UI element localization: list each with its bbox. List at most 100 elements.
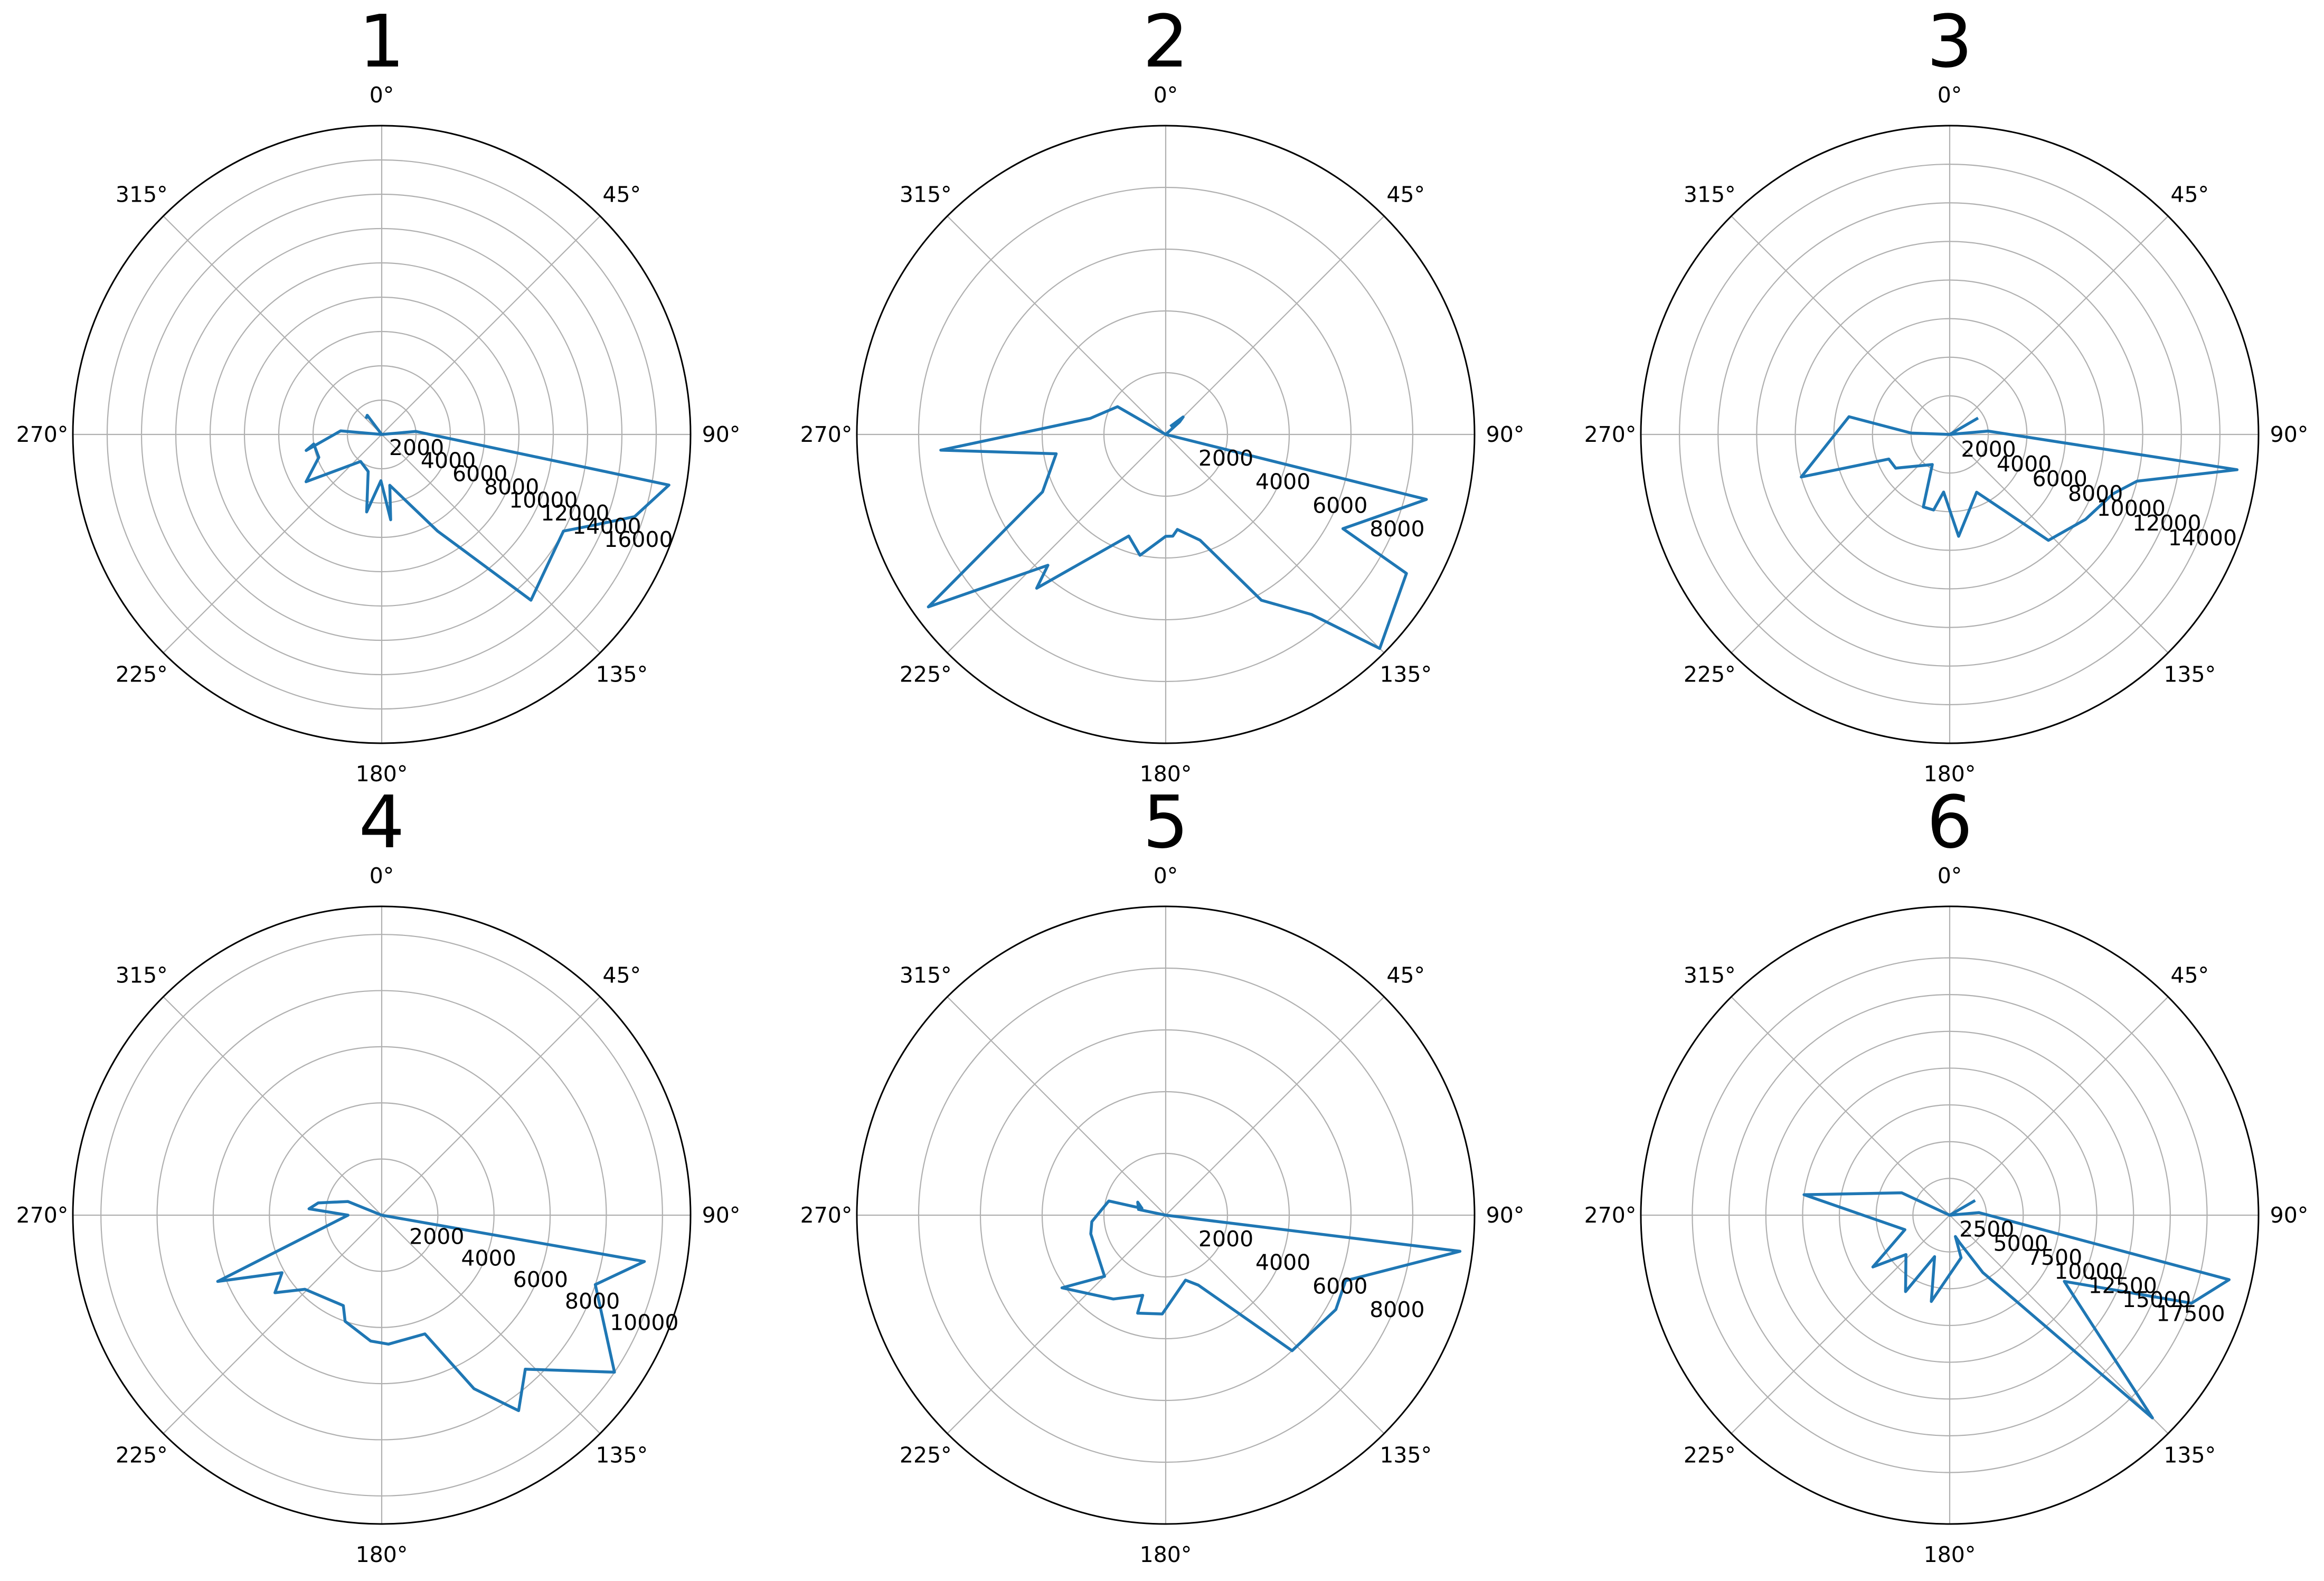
angle-tick-label: 45° (2170, 182, 2209, 207)
angle-tick-label: 0° (1154, 82, 1178, 108)
radial-tick-label: 6000 (2033, 466, 2087, 491)
angular-gridline (1165, 215, 1385, 435)
angular-gridline (1731, 996, 1950, 1216)
chart-title: 1 (358, 0, 404, 84)
angle-tick-label: 315° (1684, 962, 1736, 988)
radial-tick-label: 2000 (389, 435, 444, 460)
angle-tick-label: 0° (1938, 863, 1962, 888)
angle-tick-label: 45° (602, 182, 641, 207)
angular-gridline (1731, 215, 1950, 435)
radial-tick-label: 6000 (1312, 1273, 1367, 1299)
angle-tick-label: 90° (702, 422, 741, 447)
angle-tick-label: 135° (2164, 662, 2216, 687)
chart-title: 3 (1926, 0, 1972, 84)
radial-tick-label: 2000 (1198, 1226, 1253, 1252)
angle-tick-label: 45° (602, 962, 641, 988)
radial-tick-label: 2000 (1961, 437, 2016, 462)
angle-tick-label: 270° (16, 1203, 69, 1228)
angular-gridline (1731, 434, 1950, 654)
radial-tick-label: 10000 (2054, 1259, 2123, 1284)
angle-tick-label: 315° (116, 962, 168, 988)
angular-gridline (163, 1215, 382, 1434)
angular-gridline (1165, 996, 1385, 1216)
angular-gridline (163, 434, 382, 654)
angle-tick-label: 45° (1386, 182, 1425, 207)
angle-tick-label: 0° (370, 863, 394, 888)
radial-tick-label: 4000 (421, 448, 476, 474)
angle-tick-label: 0° (1938, 82, 1962, 108)
radial-tick-label: 12500 (2088, 1273, 2157, 1298)
series-line (304, 413, 670, 602)
angle-tick-label: 225° (900, 662, 952, 687)
radial-tick-label: 4000 (1255, 1250, 1310, 1275)
polar-chart-2: 0° 45° 90° 135° 180° 225° 270° 315° 200040006000… (800, 0, 1525, 787)
angular-gridline (381, 434, 601, 654)
angle-tick-label: 180° (356, 1542, 408, 1567)
polar-frame (72, 905, 692, 1525)
radial-tick-label: 2000 (1198, 446, 1253, 471)
radial-tick-label: 4000 (1997, 451, 2052, 477)
angular-gridline (1949, 1215, 2169, 1434)
radial-tick-label: 5000 (1994, 1230, 2048, 1256)
angular-gridline (381, 996, 601, 1216)
angle-tick-label: 270° (1584, 1203, 1637, 1228)
angle-tick-label: 45° (2170, 962, 2209, 988)
radial-tick-label: 4000 (461, 1245, 516, 1271)
polar-chart-1: 0° 45° 90° 135° 180° 225° 270° 315° 200040006000… (16, 0, 741, 787)
angle-tick-label: 225° (116, 662, 168, 687)
angle-tick-label: 135° (1380, 1443, 1432, 1468)
polar-frame (1640, 125, 2260, 744)
angular-gridline (1165, 434, 1385, 654)
polar-frame (1640, 905, 2260, 1525)
angular-gridline (163, 996, 382, 1216)
angle-tick-label: 270° (1584, 422, 1637, 447)
radial-tick-label: 8000 (2068, 481, 2123, 506)
radial-tick-label: 7500 (2027, 1245, 2082, 1270)
radial-tick-label: 2000 (409, 1224, 464, 1249)
radial-tick-label: 10000 (509, 487, 578, 513)
series-line (1802, 1191, 2231, 1419)
angle-tick-label: 135° (596, 1443, 648, 1468)
chart-title: 6 (1926, 781, 1972, 865)
angular-gridline (381, 1215, 601, 1434)
angle-tick-label: 90° (1486, 422, 1525, 447)
angle-tick-label: 270° (800, 422, 853, 447)
radial-tick-label: 8000 (1369, 1297, 1424, 1322)
angular-gridline (947, 1215, 1166, 1434)
angle-tick-label: 180° (1924, 761, 1976, 787)
angle-tick-label: 270° (800, 1203, 853, 1228)
angular-gridline (163, 215, 382, 435)
angle-tick-label: 0° (1154, 863, 1178, 888)
radial-tick-label: 6000 (452, 461, 507, 487)
angle-tick-label: 315° (116, 182, 168, 207)
series-line (1060, 1199, 1462, 1352)
angle-tick-label: 135° (1380, 662, 1432, 687)
chart-title: 5 (1142, 781, 1188, 865)
radial-tick-label: 6000 (1312, 493, 1367, 518)
polar-chart-6: 0° 45° 90° 135° 180° 225° 270° 315° 250050007500… (1584, 781, 2309, 1567)
polar-frame (856, 125, 1476, 744)
angular-gridline (947, 996, 1166, 1216)
radial-tick-label: 8000 (565, 1289, 620, 1314)
radial-tick-label: 12000 (541, 500, 609, 526)
radial-tick-label: 14000 (2168, 525, 2237, 551)
angle-tick-label: 315° (900, 182, 952, 207)
radial-tick-label: 4000 (1255, 469, 1310, 495)
angular-gridline (947, 434, 1166, 654)
angle-tick-label: 90° (702, 1203, 741, 1228)
angle-tick-label: 90° (2270, 422, 2309, 447)
polar-frame (72, 125, 692, 744)
radial-tick-label: 10000 (610, 1310, 678, 1336)
angle-tick-label: 135° (596, 662, 648, 687)
polar-chart-3: 0° 45° 90° 135° 180° 225° 270° 315° 200040006000… (1584, 0, 2309, 787)
angle-tick-label: 315° (1684, 182, 1736, 207)
chart-title: 4 (358, 781, 404, 865)
angular-gridline (1949, 996, 2169, 1216)
radial-tick-label: 14000 (572, 514, 641, 539)
polar-chart-5: 0° 45° 90° 135° 180° 225° 270° 315° 200040006000… (800, 781, 1525, 1567)
angular-gridline (1165, 1215, 1385, 1434)
radial-tick-label: 2500 (1959, 1217, 2014, 1242)
angular-gridline (1949, 434, 2169, 654)
radial-tick-label: 17500 (2156, 1301, 2225, 1327)
